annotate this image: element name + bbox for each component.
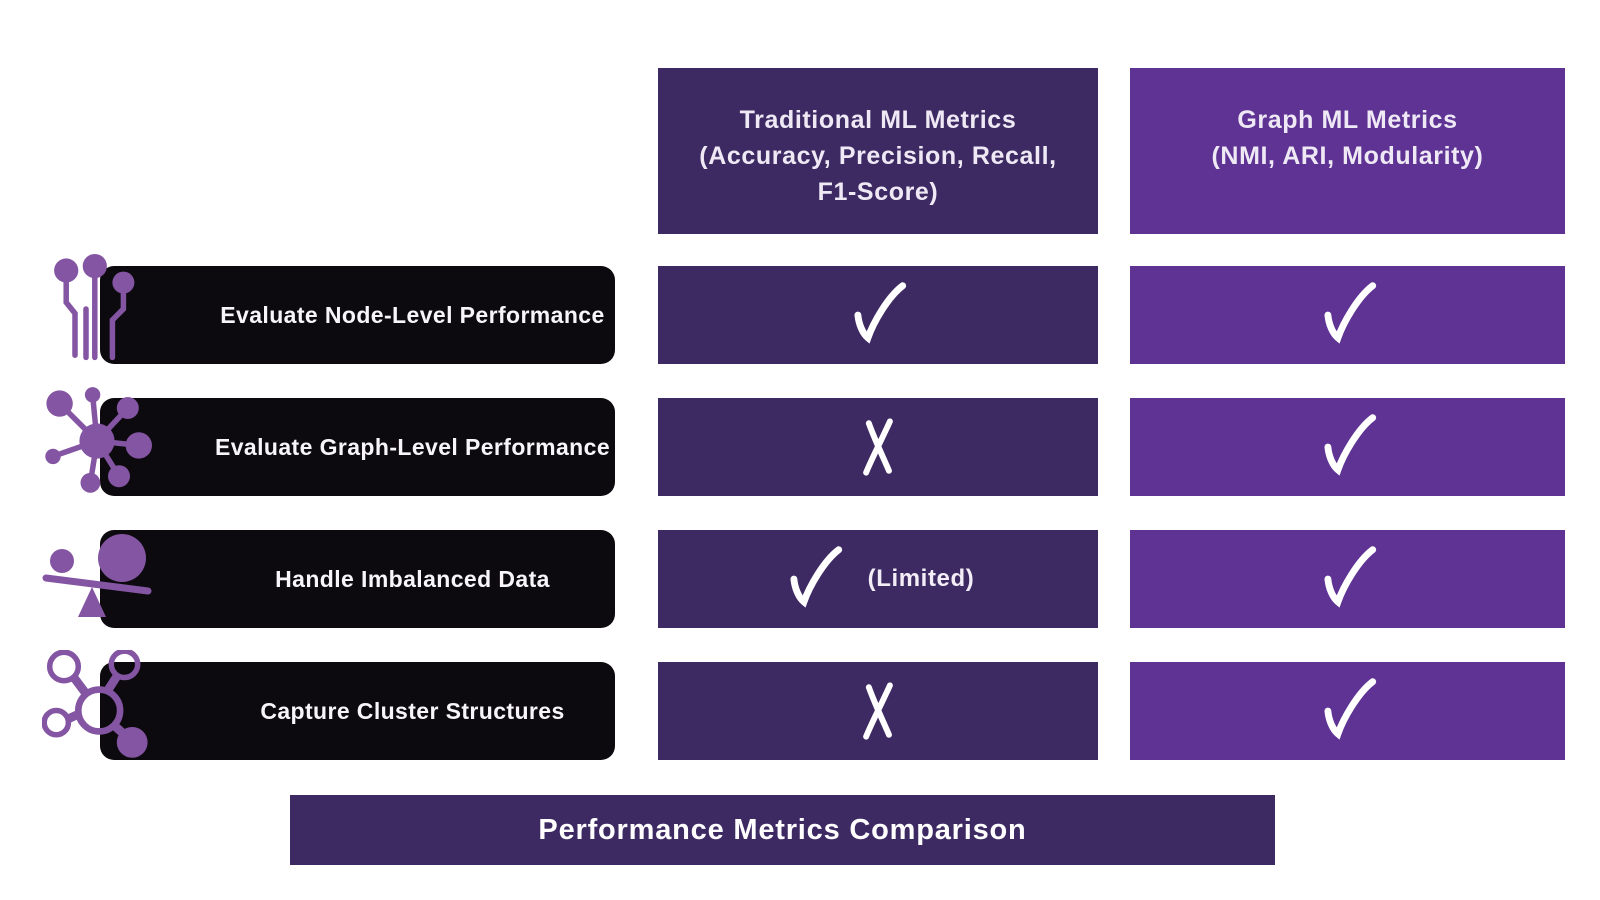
cell-imbalanced-graph [1130,530,1565,628]
footer-title: Performance Metrics Comparison [538,813,1027,846]
footer-title-bar: Performance Metrics Comparison [290,795,1275,865]
check-icon [1323,546,1376,608]
row-label-node-level: Evaluate Node-Level Performance [100,266,615,364]
node-pins-icon [42,254,152,364]
row-label-cluster-structures: Capture Cluster Structures [100,662,615,760]
cell-mark [856,679,900,743]
cluster-icon [42,650,152,760]
cell-mark [856,415,900,479]
cell-cluster-traditional [658,662,1098,760]
cell-cluster-graph [1130,662,1565,760]
cell-mark [1316,411,1380,483]
cell-mark [846,279,910,351]
balance-scale-icon [42,518,152,628]
cell-mark [1316,279,1380,351]
cell-imbalanced-traditional: (Limited) [658,530,1098,628]
cross-icon [863,682,893,740]
row-evaluate-graph-level: Evaluate Graph-Level Performance [0,375,1600,519]
row-evaluate-node-level: Evaluate Node-Level Performance [0,243,1600,387]
cell-graph-level-graph [1130,398,1565,496]
cell-node-level-graph [1130,266,1565,364]
row-label-graph-level: Evaluate Graph-Level Performance [100,398,615,496]
traditional-ml-metrics-header: Traditional ML Metrics (Accuracy, Precis… [658,68,1098,234]
row-label-text: Evaluate Node-Level Performance [220,301,605,328]
row-label-text: Evaluate Graph-Level Performance [215,433,611,460]
row-label-imbalanced-data: Handle Imbalanced Data [100,530,615,628]
check-icon [1323,282,1376,344]
check-icon [790,546,842,608]
row-label-text: Handle Imbalanced Data [275,565,550,592]
cell-node-level-traditional [658,266,1098,364]
graph-ml-metrics-header-label: Graph ML Metrics (NMI, ARI, Modularity) [1211,106,1484,170]
cell-mark [1316,543,1380,615]
cell-mark: (Limited) [782,543,975,615]
check-icon [1323,414,1376,476]
row-label-text: Capture Cluster Structures [260,697,565,724]
row-capture-cluster-structures: Capture Cluster Structures [0,639,1600,783]
cross-icon [863,418,893,476]
traditional-ml-metrics-header-label: Traditional ML Metrics (Accuracy, Precis… [699,106,1057,206]
cell-note: (Limited) [867,565,975,592]
graph-ml-metrics-header: Graph ML Metrics (NMI, ARI, Modularity) [1130,68,1565,234]
graph-network-icon [42,386,152,496]
check-icon [854,282,907,344]
check-icon [1323,678,1376,740]
row-handle-imbalanced-data: Handle Imbalanced Data (Limited) [0,507,1600,651]
cell-graph-level-traditional [658,398,1098,496]
cell-mark [1316,675,1380,747]
